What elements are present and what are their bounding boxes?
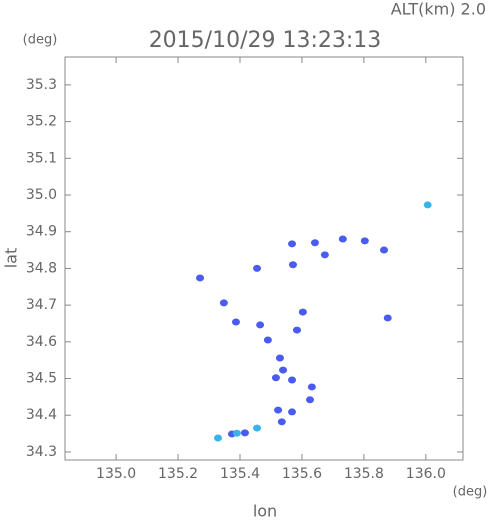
echo-point <box>383 314 392 322</box>
echo-point <box>240 429 249 437</box>
y-tick-label: 34.9 <box>26 224 57 240</box>
echo-point <box>310 239 319 247</box>
y-tick-label: 34.6 <box>26 334 57 350</box>
echo-point <box>263 336 272 344</box>
x-tick-label: 135.6 <box>282 466 322 482</box>
echo-point <box>292 326 301 334</box>
y-tick-label: 34.3 <box>26 444 57 460</box>
y-tick-label: 35.1 <box>26 150 57 166</box>
echo-point <box>288 376 297 384</box>
x-tick-label: 135.4 <box>220 466 260 482</box>
x-tick-label: 135.2 <box>158 466 198 482</box>
echo-point <box>279 366 288 374</box>
chart-title: 2015/10/29 13:23:13 <box>149 28 382 53</box>
x-tick-label: 135.8 <box>344 466 384 482</box>
y-tick-label: 35.3 <box>26 77 57 93</box>
echo-point <box>380 246 389 254</box>
x-tick-label: 136.0 <box>406 466 446 482</box>
echo-point <box>320 251 329 259</box>
echo-point <box>277 418 286 426</box>
echo-point <box>271 374 280 382</box>
y-tick-label: 35.0 <box>26 187 57 203</box>
y-tick-label: 35.2 <box>26 114 57 130</box>
echo-point <box>338 235 347 243</box>
altitude: ALT(km) 2.0 <box>391 0 486 19</box>
x-tick-label: 135.0 <box>96 466 136 482</box>
echo-point <box>288 240 297 248</box>
echo-point <box>360 237 369 245</box>
y-tick-label: 34.7 <box>26 297 57 313</box>
echo-point <box>288 408 297 416</box>
echo-point <box>232 429 241 437</box>
echo-point <box>274 406 283 414</box>
echo-point <box>219 299 228 307</box>
x-axis-label: lon <box>253 502 277 521</box>
echo-point <box>253 264 262 272</box>
echo-point <box>305 396 314 404</box>
x-unit: (deg) <box>453 485 488 500</box>
echo-point <box>307 383 316 391</box>
echo-point <box>256 321 265 329</box>
echo-point <box>423 201 432 209</box>
y-axis-label: lat <box>2 248 21 269</box>
echo-point <box>214 434 223 442</box>
y-unit: (deg) <box>23 33 58 48</box>
y-tick-label: 34.5 <box>26 371 57 387</box>
plot-frame <box>64 56 464 461</box>
y-tick-label: 34.8 <box>26 260 57 276</box>
y-tick-label: 34.4 <box>26 407 57 423</box>
echo-point <box>288 261 297 269</box>
echo-point <box>196 274 205 282</box>
echo-point <box>275 354 284 362</box>
echo-point <box>231 318 240 326</box>
echo-point <box>298 308 307 316</box>
echo-point <box>253 424 262 432</box>
